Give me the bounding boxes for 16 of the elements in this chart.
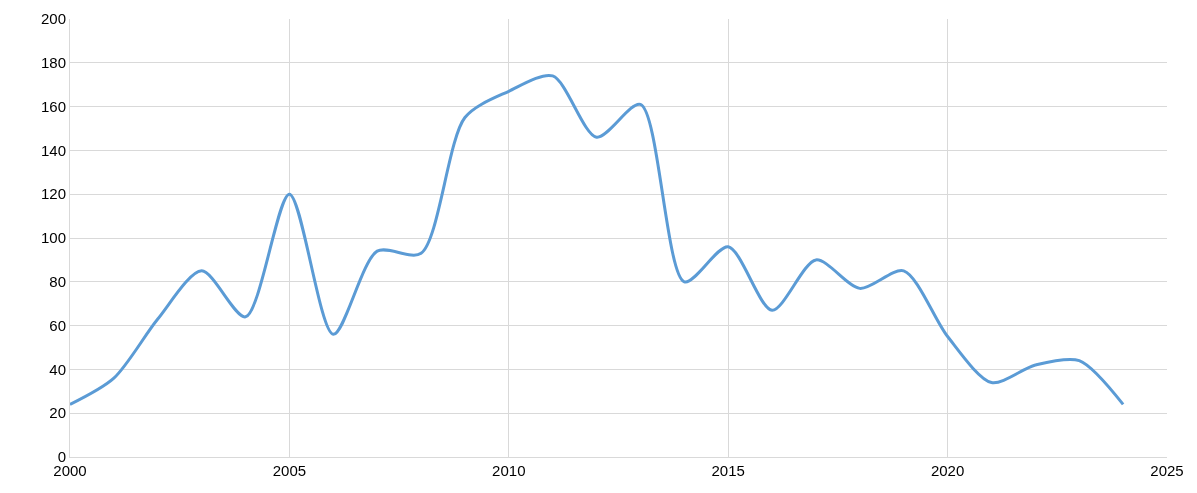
y-tick-label: 60 <box>49 316 66 334</box>
x-tick-label: 2020 <box>930 462 965 479</box>
y-tick-label: 40 <box>49 360 66 378</box>
x-tick-label: 2010 <box>492 462 526 479</box>
y-tick-label: 140 <box>40 141 66 159</box>
x-tick-label: 2025 <box>1150 462 1184 479</box>
y-tick-label: 180 <box>40 54 66 72</box>
y-tick-label: 80 <box>49 273 66 291</box>
y-tick-label: 200 <box>40 10 66 28</box>
x-tick-label: 2015 <box>711 462 745 479</box>
y-tick-label: 160 <box>40 97 66 115</box>
y-tick-label: 20 <box>49 404 66 422</box>
y-tick-label: 100 <box>40 229 66 247</box>
line-series <box>70 74 1125 406</box>
x-tick-label: 2005 <box>272 462 307 479</box>
y-tick-label: 120 <box>40 185 66 203</box>
